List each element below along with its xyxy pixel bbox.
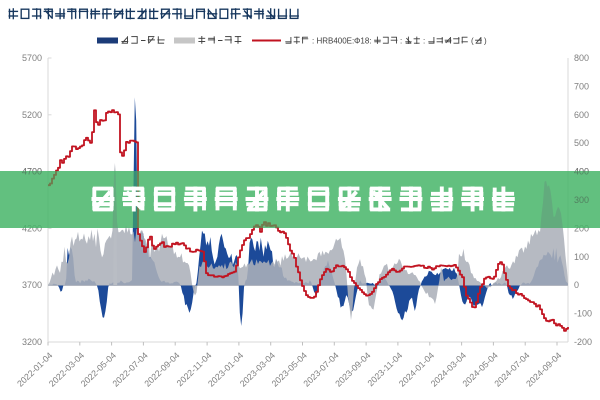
svg-text:: HRB400E:: : HRB400E: [312, 37, 354, 46]
svg-text:500: 500 [574, 138, 589, 148]
svg-text:(: ( [471, 37, 474, 46]
svg-text:600: 600 [574, 110, 589, 120]
svg-text:200: 200 [574, 223, 589, 233]
svg-text:0: 0 [574, 280, 579, 290]
svg-text:300: 300 [574, 195, 589, 205]
svg-text:-200: -200 [574, 337, 592, 347]
svg-text:-100: -100 [574, 309, 592, 319]
svg-text::: : [423, 37, 425, 46]
svg-text:3200: 3200 [22, 337, 42, 347]
svg-text:Φ18:: Φ18: [354, 37, 372, 46]
svg-text:4700: 4700 [22, 167, 42, 177]
svg-text:3700: 3700 [22, 280, 42, 290]
svg-text:): ) [484, 37, 487, 46]
svg-text:4200: 4200 [22, 223, 42, 233]
svg-text::: : [400, 37, 402, 46]
svg-text:5700: 5700 [22, 53, 42, 63]
svg-text:800: 800 [574, 53, 589, 63]
svg-text:400: 400 [574, 167, 589, 177]
svg-text:5200: 5200 [22, 110, 42, 120]
svg-text:700: 700 [574, 81, 589, 91]
svg-text:100: 100 [574, 252, 589, 262]
